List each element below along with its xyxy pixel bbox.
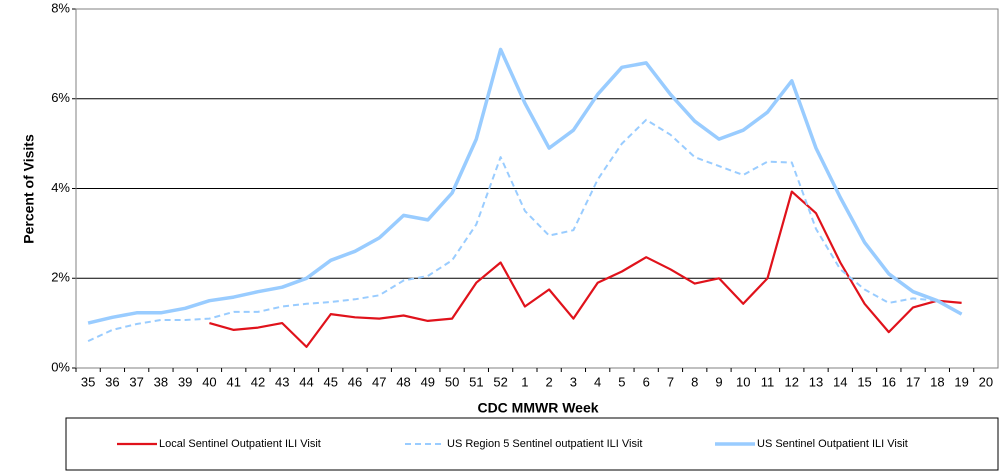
x-tick-label: 45 — [324, 374, 338, 389]
x-tick-label: 17 — [906, 374, 920, 389]
x-tick-label: 4 — [594, 374, 601, 389]
x-tick-label: 11 — [761, 374, 775, 389]
x-tick-label: 7 — [667, 374, 674, 389]
series-line — [87, 118, 963, 343]
x-tick-label: 8 — [691, 374, 698, 389]
x-tick-label: 9 — [715, 374, 722, 389]
x-tick-label: 12 — [785, 374, 799, 389]
x-tick-label: 20 — [979, 374, 993, 389]
x-tick-label: 10 — [736, 374, 750, 389]
x-tick-label: 46 — [348, 374, 362, 389]
x-tick-label: 13 — [809, 374, 823, 389]
x-tick-label: 15 — [857, 374, 871, 389]
x-tick-label: 36 — [105, 374, 119, 389]
x-tick-label: 50 — [445, 374, 459, 389]
x-tick-label: 40 — [202, 374, 216, 389]
y-tick-label: 0% — [51, 359, 70, 374]
x-tick-label: 48 — [396, 374, 410, 389]
legend-box — [65, 417, 999, 471]
x-tick-label: 19 — [954, 374, 968, 389]
y-tick-label: 4% — [51, 180, 70, 195]
y-tick-label: 6% — [51, 90, 70, 105]
legend-label: US Region 5 Sentinel outpatient ILI Visi… — [447, 438, 642, 450]
series-line — [87, 47, 963, 325]
x-tick-label: 38 — [154, 374, 168, 389]
x-tick-label: 1 — [521, 374, 528, 389]
x-tick-label: 51 — [469, 374, 483, 389]
x-tick-label: 44 — [299, 374, 313, 389]
x-tick-label: 3 — [570, 374, 577, 389]
x-axis-title: CDC MMWR Week — [477, 400, 598, 416]
x-tick-label: 16 — [882, 374, 896, 389]
x-tick-label: 42 — [251, 374, 265, 389]
y-tick-label: 8% — [51, 0, 70, 15]
series-line — [209, 190, 962, 348]
x-tick-label: 2 — [546, 374, 553, 389]
x-tick-label: 35 — [81, 374, 95, 389]
legend-label: US Sentinel Outpatient ILI Visit — [757, 438, 908, 450]
x-tick-label: 52 — [493, 374, 507, 389]
y-axis-title: Percent of Visits — [21, 134, 37, 244]
x-tick-label: 5 — [618, 374, 625, 389]
legend-label: Local Sentinel Outpatient ILI Visit — [159, 438, 321, 450]
x-tick-label: 37 — [129, 374, 143, 389]
x-tick-label: 39 — [178, 374, 192, 389]
x-tick-label: 41 — [226, 374, 240, 389]
x-tick-label: 6 — [643, 374, 650, 389]
x-tick-label: 43 — [275, 374, 289, 389]
y-tick-label: 2% — [51, 270, 70, 285]
x-tick-label: 14 — [833, 374, 847, 389]
x-tick-label: 18 — [930, 374, 944, 389]
x-tick-label: 49 — [421, 374, 435, 389]
x-tick-label: 47 — [372, 374, 386, 389]
